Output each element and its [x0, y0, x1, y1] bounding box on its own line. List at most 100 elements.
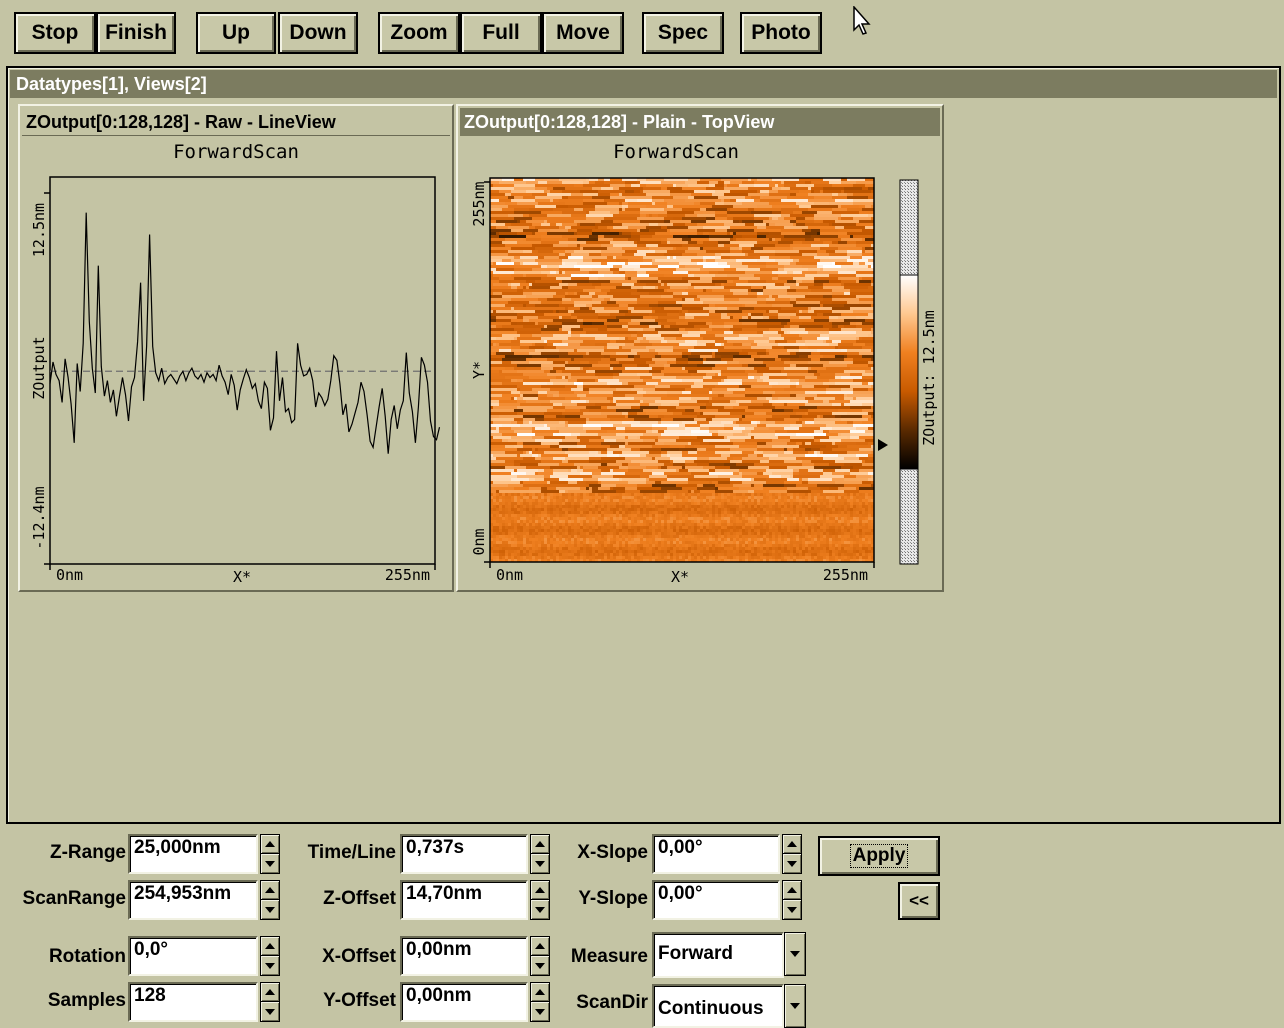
x-tick-right-label: 255nm	[385, 566, 430, 584]
heatmap-frame	[489, 177, 875, 563]
full-button[interactable]: Full	[460, 12, 542, 54]
x-offset-label: X-Offset	[322, 946, 396, 967]
scan-range-field[interactable]: 254,953nm	[128, 880, 258, 920]
samples-increment-icon[interactable]	[261, 983, 279, 1002]
top-view-panel[interactable]: ZOutput[0:128,128] - Plain - TopView For…	[456, 104, 944, 592]
collapse-button[interactable]: <<	[898, 882, 940, 920]
y-offset-increment-icon[interactable]	[531, 983, 549, 1002]
top-view-chart[interactable]: ForwardScan 255nm Y* 0nm 0nm X* 255nm	[458, 138, 942, 590]
time-line-increment-icon[interactable]	[531, 835, 549, 854]
x-axis-label: X*	[233, 568, 251, 586]
line-view-chart[interactable]: ForwardScan 12.5nm ZOutput -12.4nm 0nm X…	[20, 138, 452, 590]
z-offset-field[interactable]: 14,70nm	[400, 880, 528, 920]
y-offset-spinner[interactable]	[530, 982, 550, 1022]
z-offset-spinner[interactable]	[530, 880, 550, 920]
y-tick-top-label: 12.5nm	[30, 203, 48, 257]
heatmap-y-tick-top: 255nm	[470, 181, 488, 226]
x-tick-left-label: 0nm	[56, 566, 83, 584]
y-offset-field[interactable]: 0,00nm	[400, 982, 528, 1022]
scan-range-label: ScanRange	[22, 888, 126, 909]
line-plot-ticks	[44, 192, 436, 570]
heatmap-y-tick-bottom: 0nm	[470, 528, 488, 555]
y-offset-label: Y-Offset	[323, 990, 396, 1011]
measure-select[interactable]: Forward	[652, 932, 784, 978]
time-line-spinner[interactable]	[530, 834, 550, 874]
move-button[interactable]: Move	[542, 12, 624, 54]
zoom-button[interactable]: Zoom	[378, 12, 460, 54]
colorbar[interactable]	[878, 179, 919, 565]
samples-decrement-icon[interactable]	[261, 1002, 279, 1021]
mouse-pointer-icon	[853, 6, 871, 35]
x-slope-decrement-icon[interactable]	[783, 854, 801, 873]
time-line-decrement-icon[interactable]	[531, 854, 549, 873]
y-tick-bottom-label: -12.4nm	[30, 486, 48, 549]
heatmap-title: ForwardScan	[613, 141, 739, 163]
heatmap-y-label: Y*	[470, 361, 488, 379]
topography-heatmap[interactable]	[490, 178, 874, 562]
scan-range-increment-icon[interactable]	[261, 881, 279, 900]
samples-label: Samples	[47, 990, 126, 1011]
colorbar-label: ZOutput: 12.5nm	[920, 310, 938, 445]
x-offset-field[interactable]: 0,00nm	[400, 936, 528, 976]
top-view-title: ZOutput[0:128,128] - Plain - TopView	[460, 108, 940, 136]
z-range-decrement-icon[interactable]	[261, 854, 279, 873]
rotation-increment-icon[interactable]	[261, 937, 279, 956]
finish-button[interactable]: Finish	[96, 12, 176, 54]
scan-dir-select[interactable]: Continuous	[652, 984, 784, 1028]
z-offset-increment-icon[interactable]	[531, 881, 549, 900]
scan-range-spinner[interactable]	[260, 880, 280, 920]
measure-label: Measure	[570, 946, 648, 967]
colorbar-marker-icon[interactable]	[878, 439, 888, 451]
scan-dir-dropdown-icon[interactable]	[784, 984, 806, 1028]
line-view-panel[interactable]: ZOutput[0:128,128] - Raw - LineView Forw…	[18, 104, 454, 592]
rotation-label: Rotation	[48, 946, 126, 967]
scan-line-series	[49, 212, 441, 454]
x-slope-label: X-Slope	[577, 842, 648, 863]
time-line-field[interactable]: 0,737s	[400, 834, 528, 874]
z-range-increment-icon[interactable]	[261, 835, 279, 854]
y-axis-label: ZOutput	[30, 336, 48, 399]
x-offset-decrement-icon[interactable]	[531, 956, 549, 975]
down-button[interactable]: Down	[278, 12, 358, 54]
y-slope-decrement-icon[interactable]	[783, 900, 801, 919]
samples-spinner[interactable]	[260, 982, 280, 1022]
y-slope-increment-icon[interactable]	[783, 881, 801, 900]
heatmap-x-tick-right: 255nm	[823, 566, 868, 584]
line-chart-title: ForwardScan	[173, 141, 299, 163]
y-slope-spinner[interactable]	[782, 880, 802, 920]
x-offset-increment-icon[interactable]	[531, 937, 549, 956]
scan-range-decrement-icon[interactable]	[261, 900, 279, 919]
line-plot-frame	[49, 176, 436, 565]
time-line-label: Time/Line	[307, 842, 396, 863]
rotation-spinner[interactable]	[260, 936, 280, 976]
x-slope-field[interactable]: 0,00°	[652, 834, 780, 874]
toolbar: Stop Finish Up Down Zoom Full Move Spec …	[0, 0, 1284, 64]
scan-dir-label: ScanDir	[576, 992, 648, 1013]
workspace-title: Datatypes[1], Views[2]	[10, 70, 1277, 98]
measure-dropdown-icon[interactable]	[784, 932, 806, 976]
up-button[interactable]: Up	[196, 12, 276, 54]
rotation-decrement-icon[interactable]	[261, 956, 279, 975]
z-range-spinner[interactable]	[260, 834, 280, 874]
z-range-label: Z-Range	[50, 842, 126, 863]
heatmap-ticks	[484, 181, 875, 568]
photo-button[interactable]: Photo	[740, 12, 822, 54]
z-offset-decrement-icon[interactable]	[531, 900, 549, 919]
z-range-field[interactable]: 25,000nm	[128, 834, 258, 874]
z-offset-label: Z-Offset	[323, 888, 396, 909]
x-slope-spinner[interactable]	[782, 834, 802, 874]
apply-button[interactable]: Apply	[818, 836, 940, 876]
spec-button[interactable]: Spec	[642, 12, 724, 54]
y-slope-label: Y-Slope	[578, 888, 648, 909]
y-offset-decrement-icon[interactable]	[531, 1002, 549, 1021]
y-slope-field[interactable]: 0,00°	[652, 880, 780, 920]
line-view-title: ZOutput[0:128,128] - Raw - LineView	[22, 108, 450, 136]
heatmap-x-label: X*	[671, 568, 689, 586]
x-offset-spinner[interactable]	[530, 936, 550, 976]
samples-field[interactable]: 128	[128, 982, 258, 1022]
workspace-window: Datatypes[1], Views[2] ZOutput[0:128,128…	[6, 66, 1281, 824]
rotation-field[interactable]: 0,0°	[128, 936, 258, 976]
stop-button[interactable]: Stop	[14, 12, 96, 54]
heatmap-x-tick-left: 0nm	[496, 566, 523, 584]
x-slope-increment-icon[interactable]	[783, 835, 801, 854]
